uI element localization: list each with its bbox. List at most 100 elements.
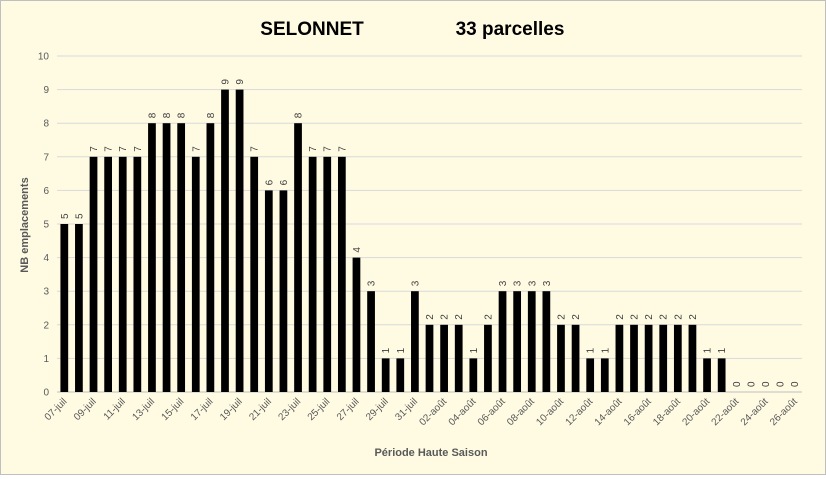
data-label: 7 (133, 146, 144, 152)
x-tick-label: 06-août (476, 396, 508, 428)
bar (206, 123, 215, 392)
data-label: 2 (644, 314, 655, 320)
bar (264, 190, 273, 392)
data-label: 5 (74, 213, 85, 219)
data-label: 9 (220, 79, 231, 85)
bar (557, 324, 565, 392)
x-tick-label: 10-août (534, 396, 566, 428)
bar (323, 156, 332, 392)
x-tick-label: 15-juil (160, 396, 187, 423)
x-tick-label: 29-juil (364, 396, 391, 423)
x-tick-label: 31-juil (393, 396, 420, 423)
bar (454, 324, 463, 392)
bar (527, 291, 536, 392)
bar (542, 291, 551, 392)
data-label: 4 (352, 247, 363, 253)
x-tick-label: 08-août (505, 396, 537, 428)
data-label: 8 (177, 112, 188, 118)
bar (250, 156, 259, 392)
x-tick-label: 27-juil (335, 396, 362, 423)
bar (411, 291, 419, 392)
data-label: 7 (337, 146, 348, 152)
bar (717, 358, 726, 392)
bar (279, 190, 288, 392)
x-tick-label: 19-juil (218, 396, 245, 423)
y-tick-label: 3 (43, 287, 49, 298)
x-tick-label: 21-juil (247, 396, 274, 423)
x-tick-label: 11-juil (102, 396, 128, 422)
data-label: 1 (586, 347, 597, 353)
x-tick-label: 09-juil (72, 396, 99, 423)
data-label: 5 (60, 213, 71, 219)
x-tick-label: 25-juil (306, 396, 333, 423)
data-label: 2 (425, 314, 436, 320)
bar (148, 123, 156, 392)
x-tick-label: 17-juil (189, 396, 216, 423)
bar (688, 324, 697, 392)
data-label: 0 (746, 381, 757, 387)
bar (600, 358, 609, 392)
bars (60, 89, 726, 392)
x-tick-labels: 07-juil 09-juil 11-juil 13-juil 15-juil 17-ju… (43, 396, 800, 428)
y-tick-label: 1 (43, 354, 49, 365)
y-tick-label: 8 (43, 119, 49, 130)
y-tick-label: 6 (43, 186, 49, 197)
bar (308, 156, 317, 392)
bar (118, 156, 127, 392)
data-label: 0 (776, 381, 787, 387)
y-tick-label: 0 (43, 388, 49, 399)
y-tick-label: 5 (43, 220, 49, 231)
bar (644, 324, 653, 392)
data-label: 8 (206, 112, 217, 118)
x-tick-label: 24-août (739, 396, 771, 428)
bar (177, 123, 186, 392)
bar (498, 291, 507, 392)
bar (367, 291, 375, 392)
x-tick-label: 12-août (564, 396, 596, 428)
y-tick-label: 2 (43, 320, 49, 331)
bar (703, 358, 711, 392)
bar (425, 324, 434, 392)
data-label: 8 (294, 112, 305, 118)
x-tick-label: 14-août (593, 396, 625, 428)
y-tick-labels: 0 1 2 3 4 5 6 7 8 9 10 (38, 52, 50, 399)
bar (60, 224, 69, 392)
bar (337, 156, 346, 392)
bar (104, 156, 112, 392)
x-tick-label: 04-août (447, 396, 479, 428)
x-tick-label: 07-juil (43, 396, 70, 423)
bar (630, 324, 638, 392)
bar (89, 156, 98, 392)
data-label: 6 (264, 179, 275, 185)
bar (586, 358, 595, 392)
x-tick-label: 20-août (680, 396, 712, 428)
data-label: 2 (673, 314, 684, 320)
x-tick-label: 16-août (622, 396, 654, 428)
chart-title-right: 33 parcelles (456, 19, 565, 40)
data-label: 1 (717, 347, 728, 353)
chart-title-left: SELONNET (260, 19, 364, 40)
data-label: 7 (191, 146, 202, 152)
x-tick-label: 26-août (768, 396, 800, 428)
data-label: 1 (381, 347, 392, 353)
x-tick-label: 22-août (710, 396, 742, 428)
y-tick-label: 9 (43, 85, 49, 96)
bar (469, 358, 478, 392)
data-label: 1 (396, 347, 407, 353)
data-label: 7 (104, 146, 115, 152)
data-label: 2 (659, 314, 670, 320)
bar (235, 89, 244, 392)
data-label: 9 (235, 79, 246, 85)
y-tick-label: 4 (43, 253, 49, 264)
bar (513, 291, 522, 392)
data-label: 2 (454, 314, 465, 320)
bar (294, 123, 302, 392)
bar (75, 224, 83, 392)
data-label: 2 (688, 314, 699, 320)
data-label: 8 (147, 112, 158, 118)
data-label: 3 (498, 280, 509, 286)
data-label: 3 (410, 280, 421, 286)
data-label: 2 (630, 314, 641, 320)
bar (615, 324, 624, 392)
